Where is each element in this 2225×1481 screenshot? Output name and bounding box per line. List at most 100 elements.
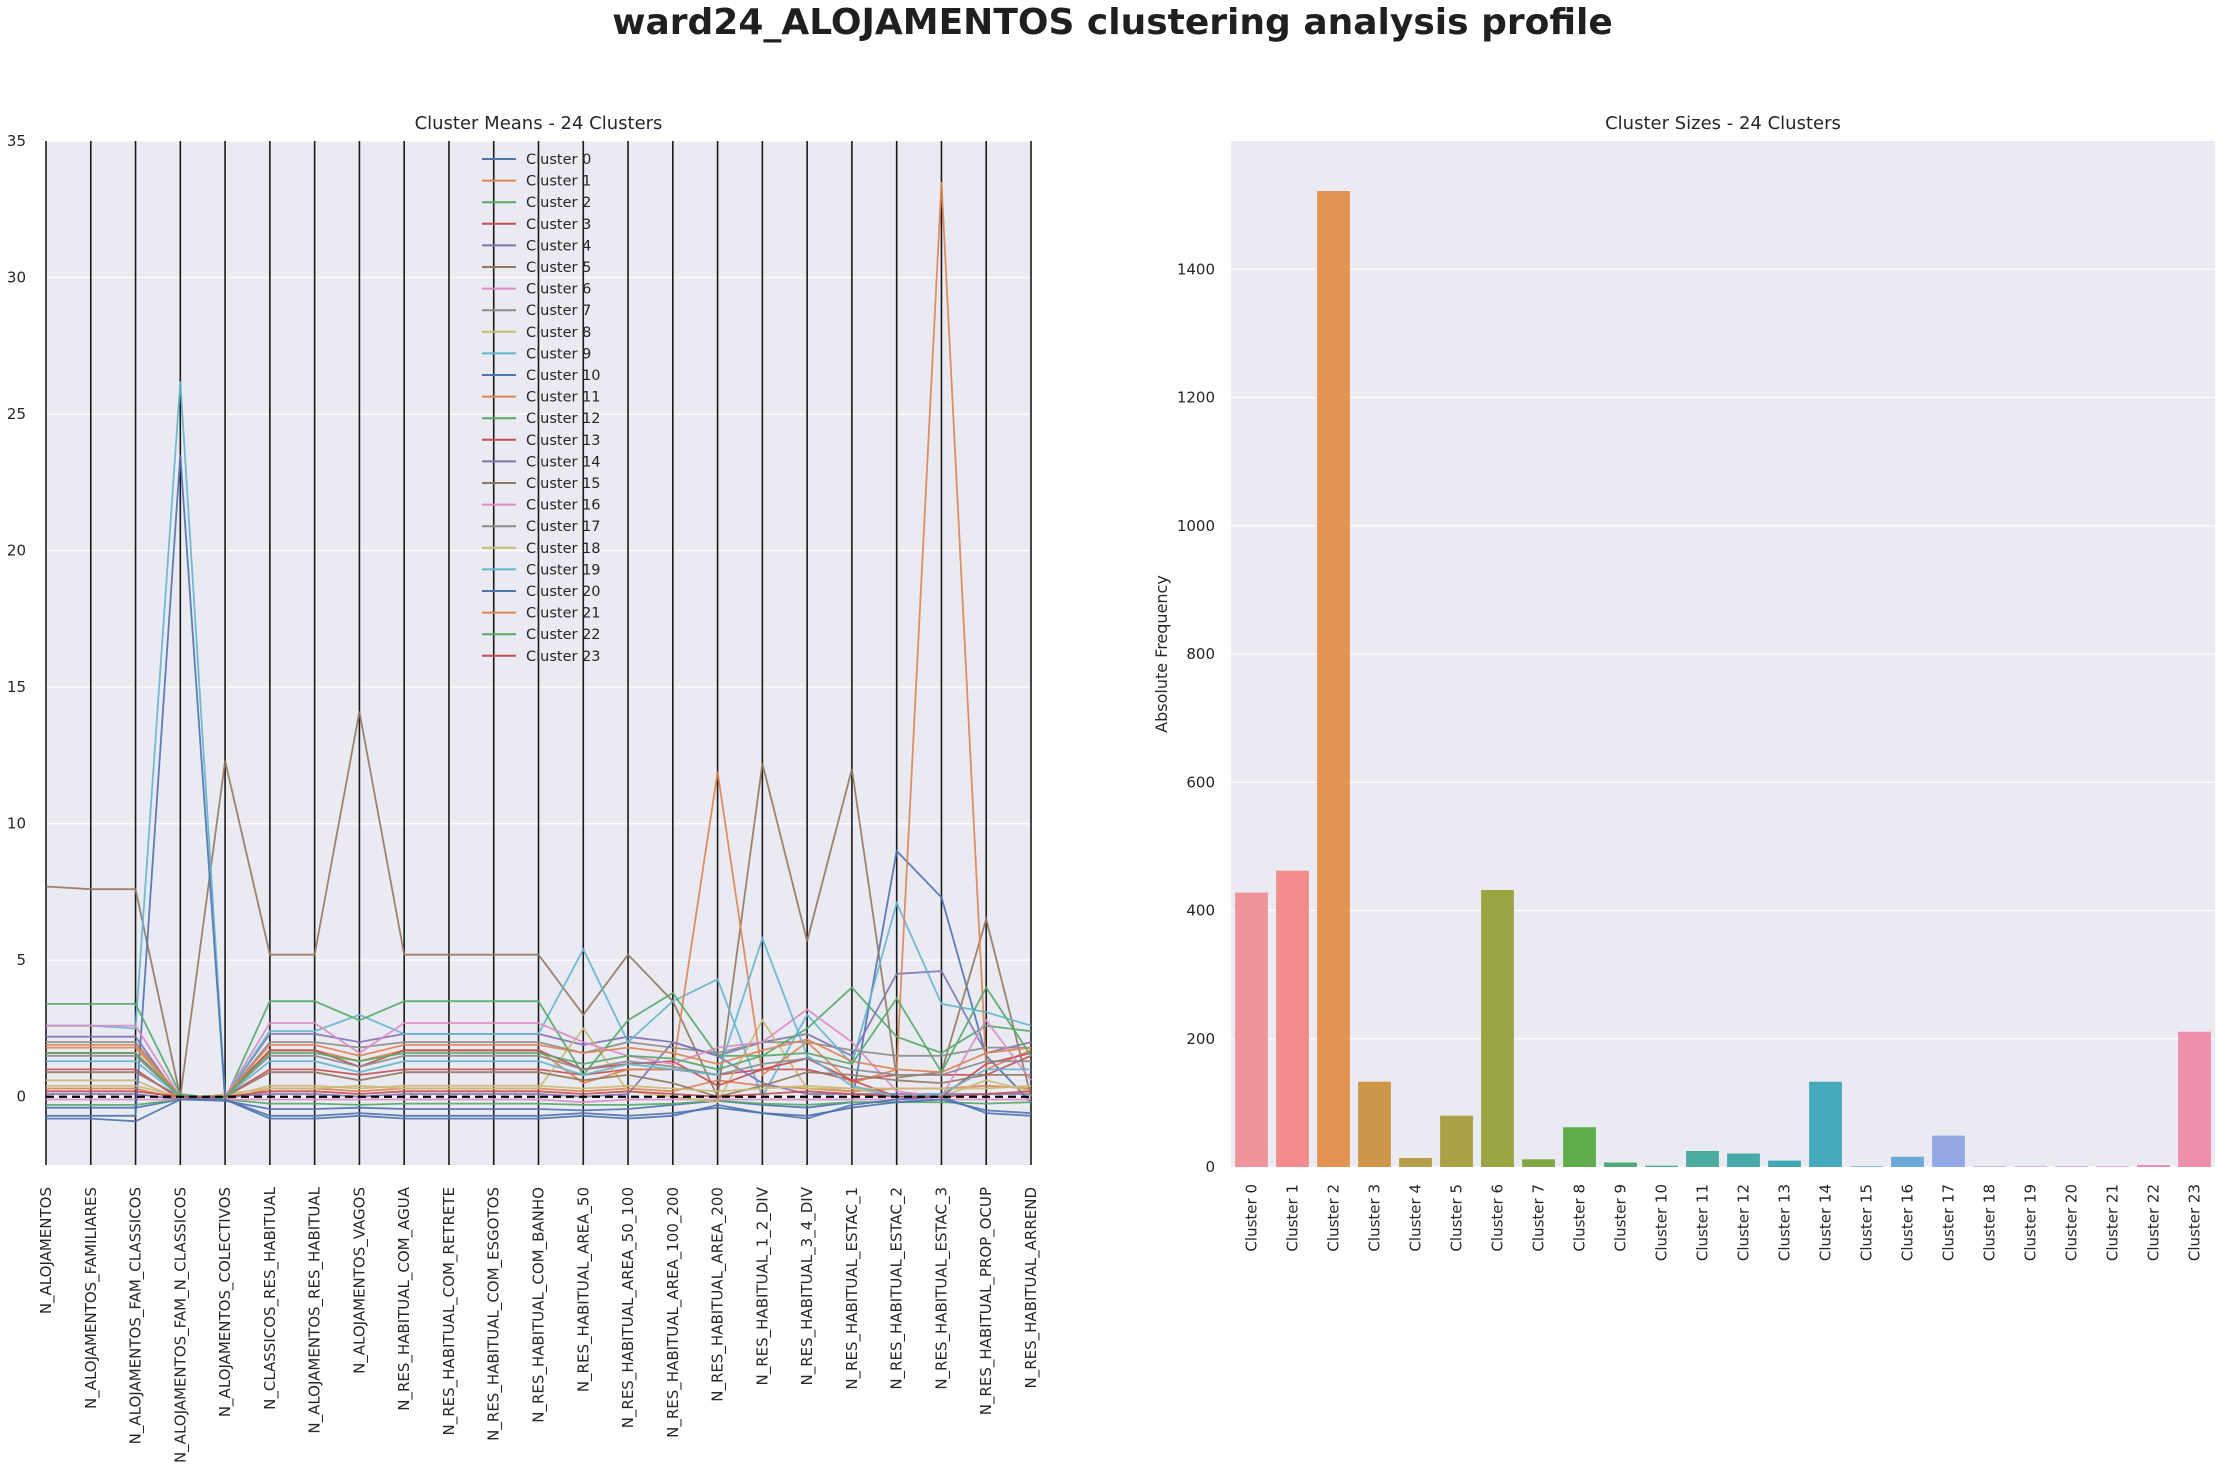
legend-label: Cluster 15	[526, 476, 601, 492]
legend-label: Cluster 14	[526, 454, 601, 470]
x-tick-label: N_ALOJAMENTOS_FAMILIARES	[82, 1187, 101, 1409]
series-line	[46, 1090, 1032, 1098]
x-tick-label: N_RES_HABITUAL_COM_ESGOTOS	[485, 1187, 504, 1441]
bar	[2014, 1166, 2047, 1167]
x-tick-label: Cluster 5	[1448, 1184, 1466, 1252]
y-tick-label: 30	[7, 269, 26, 287]
legend-label: Cluster 4	[526, 238, 591, 254]
x-tick-label: N_ALOJAMENTOS_COLECTIVOS	[216, 1187, 235, 1417]
legend-label: Cluster 0	[526, 152, 591, 168]
x-tick-label: Cluster 14	[1817, 1184, 1835, 1261]
y-tick-label: 5	[16, 951, 26, 969]
x-tick-label: Cluster 12	[1735, 1184, 1753, 1261]
legend-label: Cluster 16	[526, 498, 601, 514]
x-tick-label: N_CLASSICOS_RES_HABITUAL	[261, 1186, 280, 1410]
bar	[1481, 889, 1514, 1167]
x-tick-label: N_RES_HABITUAL_ESTAC_2	[888, 1187, 907, 1390]
bar	[1235, 892, 1268, 1167]
legend-label: Cluster 21	[526, 606, 601, 622]
chart-title: Cluster Means - 24 Clusters	[415, 113, 663, 134]
x-tick-label: Cluster 9	[1612, 1184, 1630, 1252]
bar	[1440, 1115, 1473, 1167]
x-tick-label: Cluster 7	[1530, 1184, 1548, 1252]
bar	[2137, 1165, 2170, 1167]
bar	[1604, 1162, 1637, 1167]
x-tick-label: Cluster 1	[1284, 1184, 1302, 1252]
legend-label: Cluster 9	[526, 346, 591, 362]
bar	[1768, 1160, 1801, 1167]
bar	[1891, 1156, 1924, 1167]
x-tick-label: N_ALOJAMENTOS_RES_HABITUAL	[306, 1186, 325, 1433]
y-tick-label: 200	[1186, 1030, 1215, 1048]
x-tick-label: Cluster 21	[2104, 1184, 2122, 1261]
legend-label: Cluster 18	[526, 541, 601, 557]
x-tick-label: Cluster 6	[1489, 1184, 1507, 1252]
bar	[2055, 1166, 2088, 1167]
bar	[1522, 1159, 1555, 1167]
y-tick-label: 25	[7, 405, 26, 423]
y-tick-label: 15	[7, 678, 26, 696]
x-tick-label: N_RES_HABITUAL_1_2_DIV	[753, 1186, 772, 1385]
x-tick-label: Cluster 11	[1694, 1184, 1712, 1261]
y-tick-label: 800	[1186, 645, 1215, 663]
y-tick-label: 0	[16, 1088, 26, 1106]
bar	[1563, 1127, 1596, 1167]
x-tick-label: N_RES_HABITUAL_AREA_50_100	[619, 1187, 638, 1428]
bar	[1358, 1081, 1391, 1167]
x-tick-label: N_RES_HABITUAL_AREA_200	[709, 1187, 728, 1402]
bar	[2096, 1166, 2129, 1167]
x-tick-label: Cluster 16	[1899, 1184, 1917, 1261]
bar	[1932, 1135, 1965, 1167]
cluster-means-chart: 0 5 10 15 20 25 30 35 N_ALOJAMENTOS N_ALOJAMENTOS…	[7, 113, 1041, 1463]
legend-label: Cluster 2	[526, 195, 591, 211]
legend-label: Cluster 11	[526, 390, 601, 406]
legend-label: Cluster 13	[526, 433, 601, 449]
cluster-sizes-chart: 0 200 400 600 800 1000 1200 1400 Cluster 0 Cluste…	[1152, 113, 2215, 1261]
x-tick-label: N_ALOJAMENTOS_FAM_N_CLASSICOS	[171, 1187, 190, 1463]
x-tick-label: N_RES_HABITUAL_ARREND	[1022, 1187, 1041, 1389]
series-line	[46, 1095, 1032, 1123]
x-tick-label: N_ALOJAMENTOS	[37, 1187, 56, 1314]
x-tick-label: Cluster 10	[1653, 1184, 1671, 1261]
x-tick-label: N_RES_HABITUAL_AREA_100_200	[664, 1187, 683, 1438]
bar	[1686, 1150, 1719, 1167]
legend-label: Cluster 7	[526, 303, 591, 319]
y-tick-label: 600	[1186, 773, 1215, 791]
figure-title: ward24_ALOJAMENTOS clustering analysis p…	[612, 2, 1613, 43]
x-tick-label: N_RES_HABITUAL_AREA_50	[574, 1187, 593, 1392]
bar	[1399, 1158, 1432, 1167]
legend-label: Cluster 5	[526, 260, 591, 276]
y-tick-label: 20	[7, 542, 26, 560]
x-tick-label: N_ALOJAMENTOS_VAGOS	[350, 1187, 369, 1374]
legend-label: Cluster 10	[526, 368, 601, 384]
x-tick-label: N_ALOJAMENTOS_FAM_CLASSICOS	[127, 1187, 146, 1444]
bar	[1973, 1166, 2006, 1167]
x-tick-label: N_RES_HABITUAL_3_4_DIV	[798, 1186, 817, 1385]
legend-label: Cluster 8	[526, 325, 591, 341]
bar	[2178, 1031, 2211, 1167]
x-tick-label: Cluster 8	[1571, 1184, 1589, 1252]
y-tick-label: 1400	[1177, 260, 1215, 278]
series-line	[46, 454, 1032, 1117]
legend-label: Cluster 1	[526, 174, 591, 190]
y-tick-label: 1200	[1177, 389, 1215, 407]
x-tick-label: Cluster 0	[1243, 1184, 1261, 1252]
x-tick-label: Cluster 2	[1325, 1184, 1343, 1252]
x-tick-label: Cluster 22	[2145, 1184, 2163, 1261]
x-tick-label: Cluster 20	[2063, 1184, 2081, 1261]
series-line	[46, 381, 1032, 1100]
x-tick-label: Cluster 13	[1776, 1184, 1794, 1261]
legend-label: Cluster 22	[526, 627, 601, 643]
x-tick-label: N_RES_HABITUAL_ESTAC_3	[932, 1187, 951, 1390]
x-tick-label: N_RES_HABITUAL_COM_RETRETE	[440, 1187, 459, 1435]
x-tick-label: Cluster 23	[2186, 1184, 2204, 1261]
bar	[1809, 1081, 1842, 1167]
y-tick-label: 0	[1205, 1158, 1215, 1176]
y-axis-label: Absolute Frequency	[1152, 575, 1171, 733]
legend-label: Cluster 6	[526, 282, 591, 298]
legend-label: Cluster 12	[526, 411, 601, 427]
legend-label: Cluster 19	[526, 562, 601, 578]
y-tick-label: 35	[7, 132, 26, 150]
bar	[1645, 1165, 1678, 1167]
x-tick-label: N_RES_HABITUAL_COM_BANHO	[530, 1187, 549, 1423]
